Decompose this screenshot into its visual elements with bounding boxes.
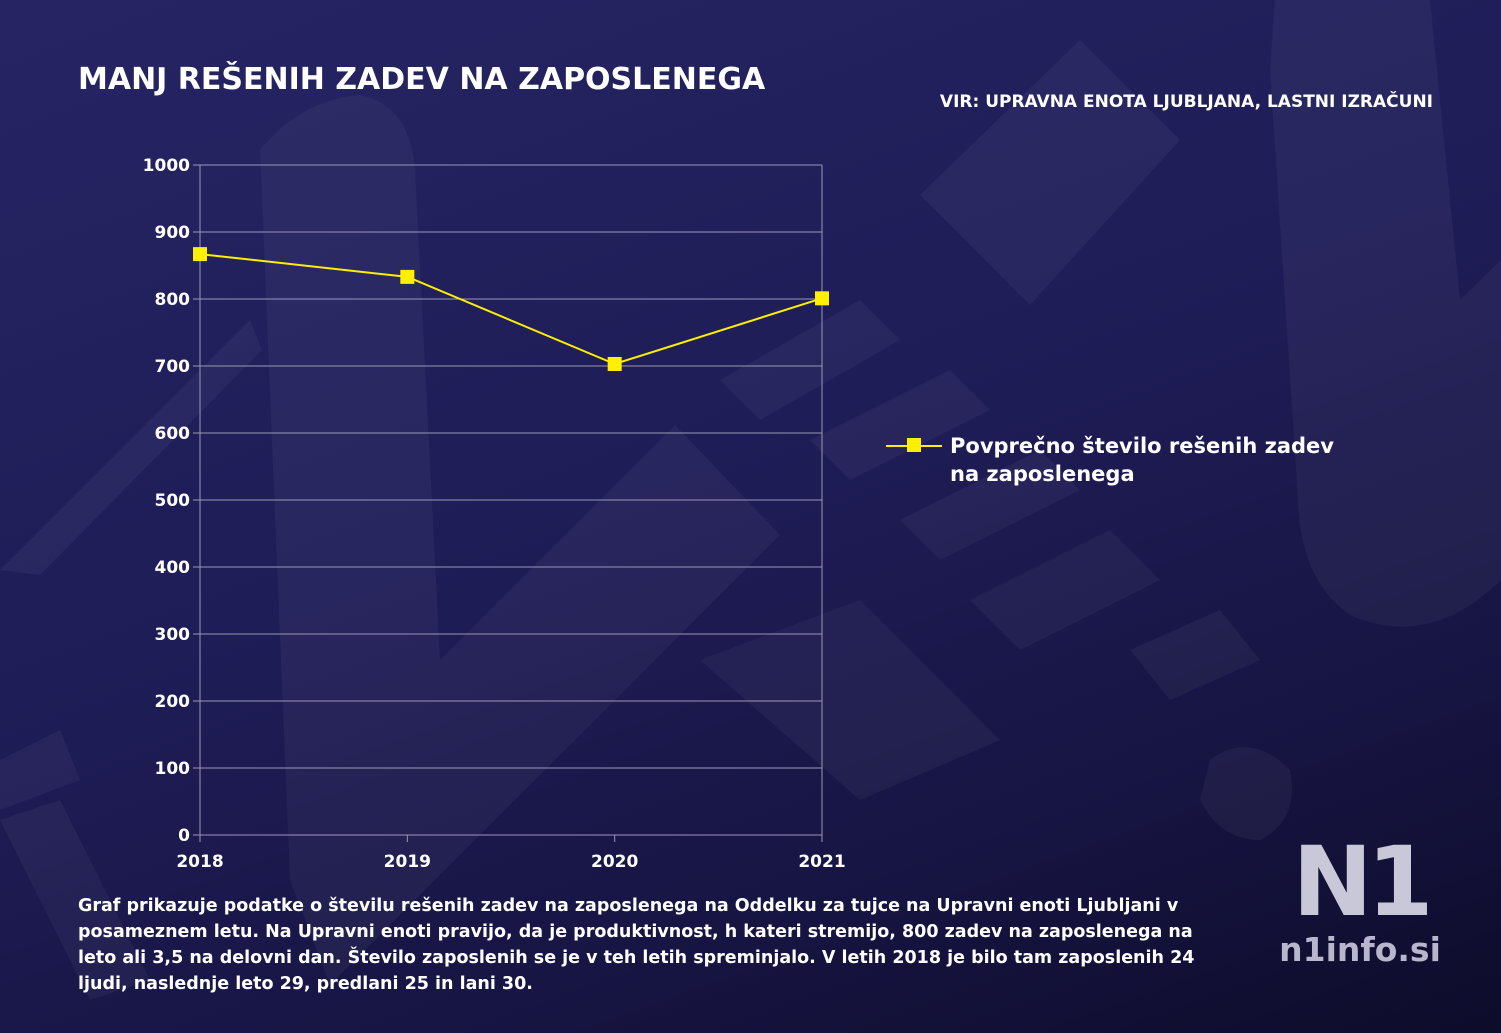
- x-tick-label: 2021: [798, 852, 845, 872]
- y-tick-label: 900: [155, 223, 191, 243]
- data-point-2020: [607, 356, 622, 371]
- data-point-2018: [193, 247, 207, 262]
- axes: [193, 164, 823, 842]
- y-tick-label: 500: [155, 491, 191, 511]
- data-point-2019: [400, 269, 415, 284]
- legend-swatch: [886, 432, 942, 460]
- source-note: VIR: UPRAVNA ENOTA LJUBLJANA, LASTNI IZR…: [939, 92, 1433, 112]
- y-tick-label: 100: [155, 759, 191, 779]
- x-tick-label: 2020: [591, 852, 638, 872]
- legend-label-series-1: Povprečno število rešenih zadev na zapos…: [950, 434, 1334, 486]
- y-tick-label: 600: [155, 424, 191, 444]
- y-tick-label: 200: [155, 692, 191, 712]
- tick-labels: 0 100 200 300 400 500 600 700 800 900 1000 2018 2019…: [143, 156, 846, 872]
- y-tick-label: 0: [178, 826, 190, 846]
- y-tick-label: 700: [155, 357, 191, 377]
- legend-marker: [907, 438, 921, 452]
- caption-text: Graf prikazuje podatke o številu rešenih…: [78, 896, 1195, 994]
- series-line: [193, 247, 829, 371]
- series-line-1: [199, 253, 823, 366]
- x-tick-label: 2019: [384, 852, 431, 872]
- y-tick-label: 400: [155, 558, 191, 578]
- y-tick-label: 800: [155, 290, 191, 310]
- legend: Povprečno število rešenih zadev na zapos…: [886, 432, 1346, 488]
- logo-text: n1info.si: [1279, 930, 1441, 969]
- data-point-2021: [815, 291, 829, 306]
- gridlines: [200, 164, 822, 836]
- y-tick-label: 300: [155, 625, 191, 645]
- logo-mark: N1: [1292, 826, 1433, 938]
- n1-logo: N1 n1info.si: [1270, 832, 1450, 968]
- chart-title: MANJ REŠENIH ZADEV NA ZAPOSLENEGA: [78, 62, 766, 97]
- x-tick-label: 2018: [176, 852, 223, 872]
- y-tick-label: 1000: [143, 156, 190, 176]
